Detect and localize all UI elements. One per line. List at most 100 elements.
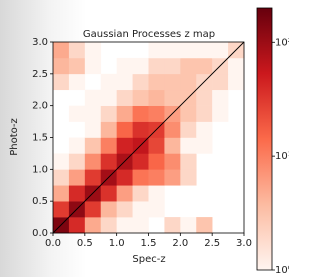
heat-cell <box>101 185 117 201</box>
heat-cell <box>117 217 133 233</box>
heat-cell <box>101 153 117 169</box>
heat-cell <box>196 138 212 154</box>
heat-cell <box>149 169 165 185</box>
heat-cell <box>85 217 101 233</box>
page: {"chart_data": {"type": "hist2d", "title… <box>0 0 320 277</box>
heat-cell <box>133 169 149 185</box>
heat-cell <box>53 153 69 169</box>
heat-cell <box>101 217 117 233</box>
heat-cell <box>53 169 69 185</box>
heat-cell <box>180 138 196 154</box>
heat-cell <box>212 42 228 58</box>
x-tick-label: 1.0 <box>109 238 125 249</box>
x-tick-label: 2.0 <box>172 238 188 249</box>
heat-cell <box>164 217 180 233</box>
heat-cell <box>69 169 85 185</box>
heat-cell <box>69 153 85 169</box>
heat-cell <box>149 90 165 106</box>
heat-cell <box>149 106 165 122</box>
heat-cell <box>117 90 133 106</box>
heat-cell <box>149 185 165 201</box>
heat-cell <box>69 185 85 201</box>
heat-cell <box>85 90 101 106</box>
heat-cell <box>164 138 180 154</box>
heat-cell <box>164 74 180 90</box>
heat-cell <box>149 74 165 90</box>
heat-cell <box>180 169 196 185</box>
heat-cell <box>101 138 117 154</box>
heat-cell <box>228 58 244 74</box>
heat-cell <box>69 74 85 90</box>
y-axis-label: Photo-z <box>9 118 20 156</box>
heat-cell <box>133 201 149 217</box>
x-axis-label: Spec-z <box>132 254 165 265</box>
heat-cell <box>101 122 117 138</box>
heat-cell <box>149 58 165 74</box>
heat-cell <box>53 58 69 74</box>
heat-cell <box>180 42 196 58</box>
heat-cell <box>85 169 101 185</box>
heat-cell <box>53 185 69 201</box>
heat-cell <box>85 201 101 217</box>
heat-cell <box>180 106 196 122</box>
heat-cell <box>149 138 165 154</box>
heat-cell <box>196 106 212 122</box>
heat-cell <box>85 58 101 74</box>
colorbar-tick-label: 10¹ <box>275 151 289 162</box>
colorbar-tick-label: 10² <box>275 37 289 48</box>
heat-cell <box>196 217 212 233</box>
heat-cell <box>69 106 85 122</box>
heat-cell <box>85 153 101 169</box>
heat-cell <box>85 42 101 58</box>
heat-cell <box>164 90 180 106</box>
y-tick-label: 3.0 <box>32 37 48 48</box>
heat-cell <box>69 42 85 58</box>
heat-cell <box>117 58 133 74</box>
x-tick-label: 3.0 <box>236 238 252 249</box>
heat-cell <box>117 74 133 90</box>
heat-cell <box>101 201 117 217</box>
x-tick-label: 2.5 <box>204 238 220 249</box>
heat-cell <box>53 74 69 90</box>
heat-cell <box>133 185 149 201</box>
heat-cell <box>133 90 149 106</box>
heat-cell <box>133 122 149 138</box>
heat-cell <box>180 217 196 233</box>
heat-cell <box>117 201 133 217</box>
heat-cell <box>180 122 196 138</box>
heat-cell <box>85 106 101 122</box>
heat-cell <box>212 90 228 106</box>
heat-cell <box>196 58 212 74</box>
heat-cell <box>101 106 117 122</box>
heat-cell <box>53 42 69 58</box>
y-tick-label: 1.0 <box>32 164 48 175</box>
heat-cell <box>196 42 212 58</box>
y-tick-label: 1.5 <box>32 133 48 144</box>
heat-cell <box>164 58 180 74</box>
heat-cell <box>85 122 101 138</box>
heat-cell <box>212 74 228 90</box>
heat-cell <box>69 138 85 154</box>
heat-cell <box>180 74 196 90</box>
heat-cell <box>149 42 165 58</box>
colorbar-tick-label: 10⁰ <box>275 265 289 276</box>
heat-cell <box>180 58 196 74</box>
heat-cell <box>164 153 180 169</box>
heat-cell <box>180 153 196 169</box>
colorbar <box>257 8 272 270</box>
heat-cell <box>69 58 85 74</box>
heat-cell <box>101 90 117 106</box>
heat-cell <box>117 185 133 201</box>
heat-cell <box>164 42 180 58</box>
heat-cell <box>101 74 117 90</box>
heat-cell <box>85 138 101 154</box>
x-tick-label: 0.0 <box>45 238 61 249</box>
heat-cell <box>117 138 133 154</box>
x-tick-label: 1.5 <box>141 238 157 249</box>
heat-cell <box>133 74 149 90</box>
heat-cell <box>133 106 149 122</box>
heat-cell <box>133 58 149 74</box>
heat-cell <box>228 74 244 90</box>
heat-cell <box>53 201 69 217</box>
heat-cell <box>196 90 212 106</box>
